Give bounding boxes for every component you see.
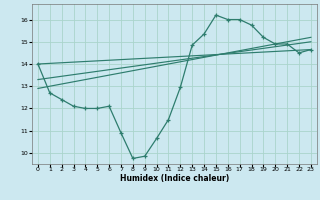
X-axis label: Humidex (Indice chaleur): Humidex (Indice chaleur) — [120, 174, 229, 183]
